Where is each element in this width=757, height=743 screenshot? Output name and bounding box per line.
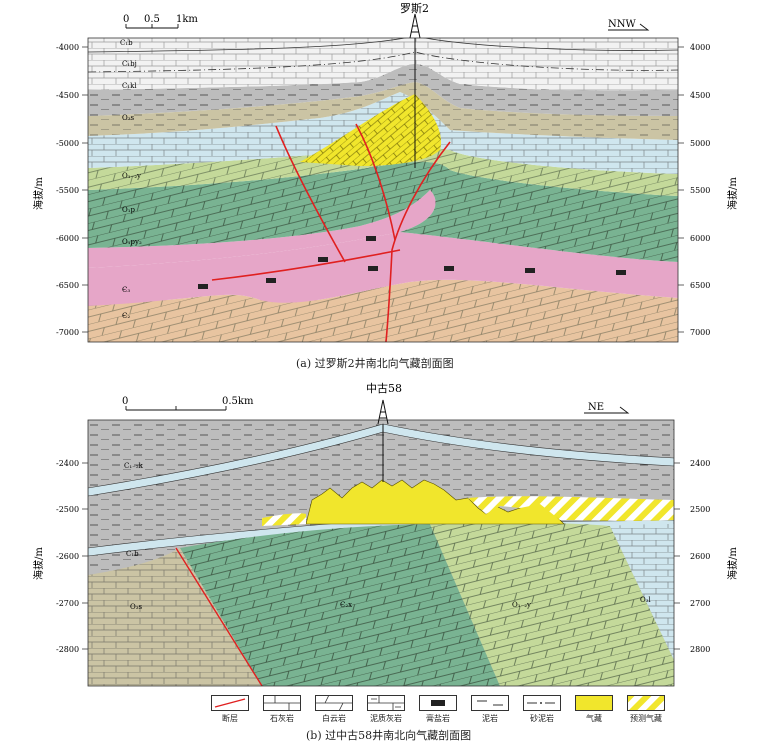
svg-text:4500: 4500 <box>690 91 710 100</box>
svg-text:-7000: -7000 <box>56 328 79 337</box>
sandy-mudstone-icon <box>523 695 561 711</box>
svg-text:C₁bj: C₁bj <box>122 60 137 68</box>
svg-text:O₃l: O₃l <box>640 596 652 604</box>
well-name-a: 罗斯2 <box>400 2 429 15</box>
layer-labels-a: C₁b C₁bj C₁kl O₃s O₁₋₂y O₁p O₁py₂ Є₂ Є₃ <box>120 39 142 320</box>
svg-text:0: 0 <box>123 14 129 25</box>
svg-text:0.5: 0.5 <box>144 14 160 25</box>
svg-text:2500: 2500 <box>690 505 710 514</box>
svg-text:7000: 7000 <box>690 328 710 337</box>
svg-text:2700: 2700 <box>690 599 710 608</box>
svg-text:4000: 4000 <box>690 43 710 52</box>
caption-b: (b) 过中古58井南北向气藏剖面图 <box>306 729 472 742</box>
legend-item-gas-reservoir: 气藏 <box>572 695 616 724</box>
svg-text:2800: 2800 <box>690 645 710 654</box>
depth-axis-right-a: 4000 4500 5000 5500 6000 6500 7000 <box>690 43 710 337</box>
panel-a: 罗斯2 NNW 0 0.5 1km -4000 -4500 -5000 -550… <box>32 2 739 343</box>
scale-bar-b: 0 0.5km <box>122 396 254 411</box>
svg-text:-2500: -2500 <box>56 505 79 514</box>
svg-text:2400: 2400 <box>690 459 710 468</box>
gypsum-salt-icon <box>419 695 457 711</box>
svg-text:C₁₋₂k: C₁₋₂k <box>124 462 144 470</box>
legend: 断层 石灰岩 白云岩 泥质灰岩 膏盐岩 泥岩 砂泥岩 气藏 预测气藏 <box>208 695 678 739</box>
svg-text:O₃s: O₃s <box>122 114 135 122</box>
limestone-icon <box>263 695 301 711</box>
svg-text:Є₂: Є₂ <box>122 312 130 320</box>
dolomite-icon <box>315 695 353 711</box>
well-name-b: 中古58 <box>366 382 402 395</box>
svg-text:C₁b: C₁b <box>126 550 139 558</box>
gas-reservoir-icon <box>575 695 613 711</box>
svg-text:O₁py₂: O₁py₂ <box>122 238 142 246</box>
svg-text:O₃s: O₃s <box>130 603 143 611</box>
direction-arrow-icon-a <box>608 23 650 31</box>
svg-text:6000: 6000 <box>690 234 710 243</box>
svg-text:-2600: -2600 <box>56 552 79 561</box>
well-derrick-icon-b <box>377 399 389 425</box>
legend-item-argillaceous-limestone: 泥质灰岩 <box>364 695 408 724</box>
svg-text:5500: 5500 <box>690 186 710 195</box>
mudstone-icon <box>471 695 509 711</box>
caption-a: (a) 过罗斯2井南北向气藏剖面图 <box>296 357 454 370</box>
direction-label-a: NNW <box>608 19 637 30</box>
svg-text:-2400: -2400 <box>56 459 79 468</box>
panel-b: 中古58 NE 0 0.5km -2400 -2500 -2600 -2700 … <box>32 382 739 687</box>
svg-text:1km: 1km <box>176 14 198 25</box>
svg-text:-6000: -6000 <box>56 234 79 243</box>
legend-item-mudstone: 泥岩 <box>468 695 512 724</box>
legend-item-dolomite: 白云岩 <box>312 695 356 724</box>
svg-text:6500: 6500 <box>690 281 710 290</box>
svg-text:-2700: -2700 <box>56 599 79 608</box>
svg-text:Є₃: Є₃ <box>122 286 130 294</box>
legend-item-limestone: 石灰岩 <box>260 695 304 724</box>
y-axis-label-right-b: 海拔/m <box>726 547 739 580</box>
svg-text:2600: 2600 <box>690 552 710 561</box>
svg-text:-4500: -4500 <box>56 91 79 100</box>
legend-item-gypsum-salt: 膏盐岩 <box>416 695 460 724</box>
svg-text:-2800: -2800 <box>56 645 79 654</box>
depth-axis-left-b: -2400 -2500 -2600 -2700 -2800 <box>56 459 79 654</box>
legend-item-predicted-gas-reservoir: 预测气藏 <box>624 695 668 724</box>
well-derrick-icon-a <box>409 13 421 39</box>
svg-text:0: 0 <box>122 396 128 407</box>
svg-text:Є₂x: Є₂x <box>340 601 352 609</box>
scale-bar-a: 0 0.5 1km <box>123 14 198 29</box>
svg-text:-5000: -5000 <box>56 139 79 148</box>
predicted-gas-reservoir-icon <box>627 695 665 711</box>
svg-text:-6500: -6500 <box>56 281 79 290</box>
argillaceous-limestone-icon <box>367 695 405 711</box>
layer-labels-b: C₁₋₂k C₁b O₃s Є₂x O₁₋₂y O₃l <box>124 462 652 611</box>
fault-line-icon <box>211 695 249 711</box>
svg-text:5000: 5000 <box>690 139 710 148</box>
svg-text:O₁p: O₁p <box>122 206 136 214</box>
direction-arrow-icon-b <box>584 406 630 414</box>
svg-text:C₁b: C₁b <box>120 39 133 47</box>
svg-text:C₁kl: C₁kl <box>122 82 137 90</box>
legend-item-fault: 断层 <box>208 695 252 724</box>
legend-item-sandy-mudstone: 砂泥岩 <box>520 695 564 724</box>
svg-text:-4000: -4000 <box>56 43 79 52</box>
y-axis-label-left-b: 海拔/m <box>32 547 45 580</box>
svg-text:-5500: -5500 <box>56 186 79 195</box>
y-axis-label-right-a: 海拔/m <box>726 177 739 210</box>
svg-text:O₁₋₂y: O₁₋₂y <box>512 601 531 609</box>
direction-label-b: NE <box>588 402 604 413</box>
svg-text:0.5km: 0.5km <box>222 396 254 407</box>
depth-axis-left-a: -4000 -4500 -5000 -5500 -6000 -6500 -700… <box>56 43 79 337</box>
y-axis-label-left-a: 海拔/m <box>32 177 45 210</box>
depth-axis-right-b: 2400 2500 2600 2700 2800 <box>690 459 710 654</box>
svg-text:O₁₋₂y: O₁₋₂y <box>122 172 141 180</box>
